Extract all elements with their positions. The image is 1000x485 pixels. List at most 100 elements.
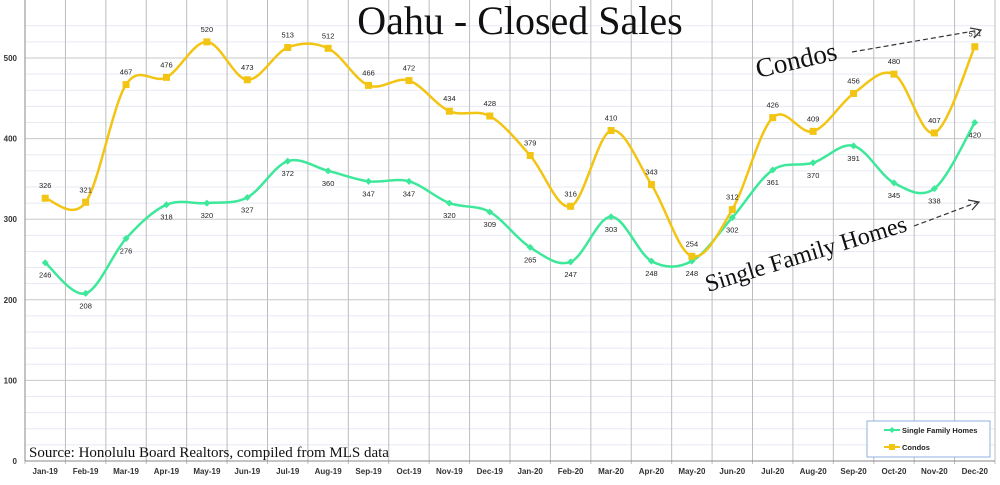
axes: 0 100 200 300 400 500 Jan-19 Feb-19 Mar-19 Apr-19… xyxy=(4,0,995,476)
condos-point xyxy=(850,89,858,97)
legend-square-icon xyxy=(889,444,895,450)
y-tick-label: 500 xyxy=(4,54,18,63)
x-tick-label: Jul-19 xyxy=(276,467,300,476)
condos-point xyxy=(324,44,332,52)
annotation-single-family-homes: Single Family Homes xyxy=(702,212,910,298)
condos-point xyxy=(405,77,413,85)
x-tick-label: Apr-20 xyxy=(639,467,665,476)
data-label: 512 xyxy=(322,31,335,40)
data-label: 247 xyxy=(564,270,577,279)
x-tick-label: Feb-20 xyxy=(558,467,584,476)
data-label: 513 xyxy=(281,31,294,40)
data-label: 466 xyxy=(362,68,375,77)
data-label: 520 xyxy=(201,25,214,34)
x-tick-label: Jan-20 xyxy=(518,467,544,476)
condos-point xyxy=(41,194,49,202)
data-label: 318 xyxy=(160,213,173,222)
data-label: 246 xyxy=(39,271,52,280)
sfh-point xyxy=(243,193,251,201)
data-label: 312 xyxy=(726,193,739,202)
data-label: 321 xyxy=(79,185,92,194)
data-label: 456 xyxy=(847,76,860,85)
sfh-point xyxy=(607,213,615,221)
sfh-point xyxy=(930,185,938,193)
condos-point xyxy=(445,107,453,115)
arrowhead-icon xyxy=(967,199,981,211)
x-tick-label: Oct-19 xyxy=(397,467,422,476)
sfh-point xyxy=(162,201,170,209)
condos-point xyxy=(486,112,494,120)
data-label: 391 xyxy=(847,154,860,163)
data-label: 370 xyxy=(807,171,820,180)
data-label: 473 xyxy=(241,63,254,72)
condos-point xyxy=(284,44,292,52)
data-label: 347 xyxy=(362,189,375,198)
condos-point xyxy=(647,181,655,189)
y-tick-label: 0 xyxy=(13,457,18,466)
legend: Single Family Homes Condos xyxy=(866,420,991,458)
x-tick-label: Jan-19 xyxy=(33,467,59,476)
data-label: 360 xyxy=(322,179,335,188)
y-tick-label: 400 xyxy=(4,135,18,144)
x-tick-label: Jun-19 xyxy=(234,467,260,476)
sfh-point xyxy=(41,259,49,267)
annotation-condos-arrow xyxy=(851,29,981,53)
x-tick-label: Mar-19 xyxy=(113,467,139,476)
data-label: 276 xyxy=(120,247,133,256)
sfh-point xyxy=(809,159,817,167)
sfh-point xyxy=(971,118,979,126)
sfh-point xyxy=(526,243,534,251)
condos-point xyxy=(567,202,575,210)
sfh-point xyxy=(647,257,655,265)
chart-title: Oahu - Closed Sales xyxy=(357,0,683,43)
data-label: 467 xyxy=(120,68,133,77)
data-label: 316 xyxy=(564,189,577,198)
sfh-point xyxy=(324,167,332,175)
data-label: 309 xyxy=(484,220,497,229)
data-label: 302 xyxy=(726,226,739,235)
condos-point xyxy=(162,73,170,81)
source-note: Source: Honolulu Board Realtors, compile… xyxy=(29,445,389,461)
data-label: 410 xyxy=(605,114,618,123)
legend-label-sfh: Single Family Homes xyxy=(902,426,977,435)
x-tick-label: Nov-20 xyxy=(921,467,948,476)
data-label: 347 xyxy=(403,189,416,198)
condos-point xyxy=(809,127,817,135)
y-tick-label: 200 xyxy=(4,296,18,305)
condos-point xyxy=(243,76,251,84)
condos-point xyxy=(890,70,898,78)
condos-point xyxy=(365,81,373,89)
data-label: 472 xyxy=(403,64,416,73)
data-label: 434 xyxy=(443,94,456,103)
x-tick-label: Aug-19 xyxy=(315,467,343,476)
x-tick-label: May-20 xyxy=(678,467,706,476)
series-line-single-family-homes xyxy=(44,121,976,295)
sfh-point xyxy=(122,235,130,243)
x-tick-label: Feb-19 xyxy=(73,467,99,476)
data-label: 208 xyxy=(79,301,92,310)
sfh-point xyxy=(728,214,736,222)
annotation-condos: Condos xyxy=(753,36,840,84)
data-label: 303 xyxy=(605,225,618,234)
condos-point xyxy=(930,129,938,137)
data-label: 248 xyxy=(645,269,658,278)
y-tick-label: 100 xyxy=(4,376,18,385)
condos-point xyxy=(526,152,534,160)
data-label: 361 xyxy=(766,178,779,187)
x-tick-label: Apr-19 xyxy=(154,467,180,476)
legend-diamond-icon xyxy=(889,427,895,433)
data-label: 254 xyxy=(686,239,699,248)
data-label: 320 xyxy=(443,211,456,220)
sfh-point xyxy=(850,142,858,150)
x-tick-label: Aug-20 xyxy=(800,467,828,476)
condos-point xyxy=(82,198,90,206)
x-tick-label: Oct-20 xyxy=(882,467,907,476)
x-tick-label: Dec-19 xyxy=(477,467,504,476)
condos-point xyxy=(728,206,736,214)
data-label: 372 xyxy=(281,169,294,178)
x-tick-label: Sep-20 xyxy=(840,467,867,476)
data-label: 343 xyxy=(645,168,658,177)
x-tick-label: Dec-20 xyxy=(962,467,989,476)
sfh-point xyxy=(284,157,292,165)
sfh-point xyxy=(82,289,90,297)
